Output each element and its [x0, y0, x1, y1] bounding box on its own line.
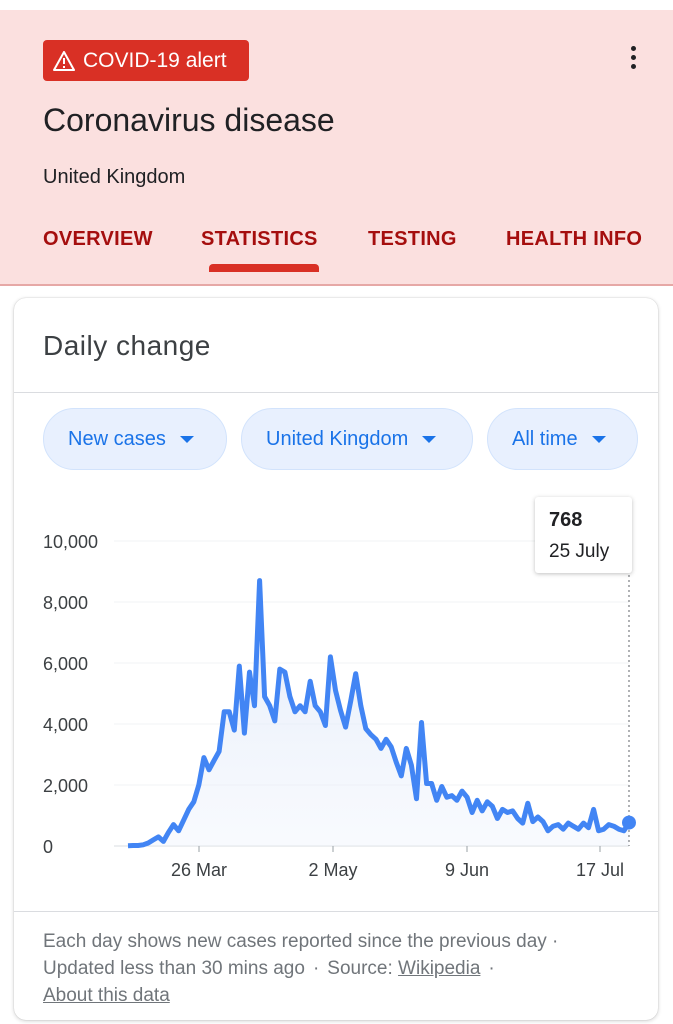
dropdown-arrow-icon	[422, 435, 437, 443]
tab-overview[interactable]: OVERVIEW	[43, 228, 153, 250]
y-tick-label: 2,000	[43, 776, 88, 796]
timerange-dropdown-label: All time	[512, 427, 578, 450]
y-tick-label: 8,000	[43, 593, 88, 613]
y-tick-label: 10,000	[43, 532, 98, 552]
status-strip	[0, 0, 673, 10]
metric-dropdown[interactable]: New cases	[43, 408, 227, 470]
x-tick-label: 17 Jul	[576, 860, 624, 880]
y-tick-label: 6,000	[43, 654, 88, 674]
daily-cases-chart[interactable]: 10,000 8,000 6,000 4,000 2,000 0 26 Mar 2 May 9 …	[14, 298, 658, 898]
footer-updated: Updated less than 30 mins ago	[43, 958, 305, 979]
y-tick-label: 4,000	[43, 715, 88, 735]
chart-tooltip: 768 25 July	[535, 497, 632, 573]
x-tick-label: 26 Mar	[171, 860, 227, 880]
x-tick-label: 2 May	[308, 860, 357, 880]
tooltip-value: 768	[549, 509, 583, 531]
tab-health-info[interactable]: HEALTH INFO	[506, 228, 643, 250]
covid-header: COVID-19 alert Coronavirus disease Unite…	[0, 10, 673, 286]
card-title: Daily change	[43, 330, 211, 361]
alert-label: COVID-19 alert	[83, 48, 227, 72]
cases-line	[127, 578, 632, 849]
region-dropdown[interactable]: United Kingdom	[241, 408, 473, 470]
covid-alert-badge[interactable]: COVID-19 alert	[43, 40, 249, 81]
timerange-dropdown[interactable]: All time	[487, 408, 638, 470]
cases-area	[128, 580, 629, 846]
footer-meta-line: Updated less than 30 mins ago · Source: Wi…	[43, 958, 495, 979]
warning-icon	[53, 50, 75, 71]
metric-dropdown-label: New cases	[68, 427, 166, 450]
tab-statistics[interactable]: STATISTICS	[201, 228, 318, 250]
tab-testing[interactable]: TESTING	[368, 228, 457, 250]
highlight-point	[622, 815, 636, 830]
about-data-link[interactable]: About this data	[43, 985, 170, 1006]
dropdown-arrow-icon	[591, 435, 606, 443]
page-title: Coronavirus disease	[43, 102, 335, 138]
footer-description: Each day shows new cases reported since …	[43, 931, 559, 952]
x-tick-label: 9 Jun	[445, 860, 489, 880]
region-dropdown-label: United Kingdom	[266, 427, 409, 450]
location-subtitle: United Kingdom	[43, 166, 186, 188]
more-options-icon[interactable]	[620, 40, 646, 74]
footer-source-label: Source:	[327, 958, 393, 979]
wikipedia-link[interactable]: Wikipedia	[398, 958, 481, 979]
tooltip-date: 25 July	[549, 541, 610, 562]
card-footer: Each day shows new cases reported since …	[43, 928, 633, 1009]
active-tab-indicator	[209, 264, 319, 272]
dropdown-arrow-icon	[179, 435, 194, 443]
card-divider-bottom	[14, 911, 658, 912]
daily-change-card: Daily change New cases United Kingdom Al…	[14, 298, 658, 1020]
card-divider-top	[14, 392, 658, 393]
tab-bar: OVERVIEW STATISTICS TESTING HEALTH INFO	[0, 228, 673, 284]
y-tick-label: 0	[43, 837, 53, 857]
